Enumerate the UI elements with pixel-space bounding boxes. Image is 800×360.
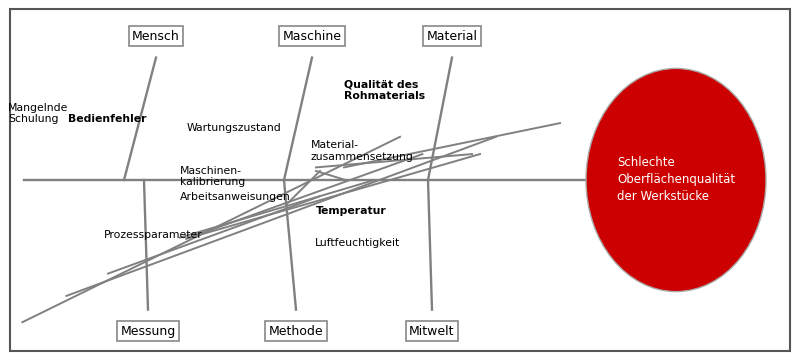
- Text: Mangelnde
Schulung: Mangelnde Schulung: [8, 103, 68, 124]
- Text: Prozessparameter: Prozessparameter: [104, 230, 202, 240]
- Text: Wartungszustand: Wartungszustand: [186, 123, 281, 133]
- Text: Material: Material: [426, 30, 478, 42]
- Text: Mensch: Mensch: [132, 30, 180, 42]
- Text: Material-
zusammensetzung: Material- zusammensetzung: [310, 140, 414, 162]
- Text: Methode: Methode: [269, 325, 323, 338]
- Text: Maschinen-
kalibrierung: Maschinen- kalibrierung: [180, 166, 246, 187]
- Text: Mitwelt: Mitwelt: [410, 325, 454, 338]
- Text: Temperatur: Temperatur: [316, 206, 386, 216]
- Text: Maschine: Maschine: [282, 30, 342, 42]
- Text: Arbeitsanweisungen: Arbeitsanweisungen: [180, 192, 290, 202]
- Text: Schlechte
Oberflächenqualität
der Werkstücke: Schlechte Oberflächenqualität der Werkst…: [617, 157, 735, 203]
- Text: Messung: Messung: [120, 325, 176, 338]
- Ellipse shape: [586, 68, 766, 292]
- FancyBboxPatch shape: [10, 9, 790, 351]
- Text: Luftfeuchtigkeit: Luftfeuchtigkeit: [314, 238, 400, 248]
- Text: Qualität des
Rohmaterials: Qualität des Rohmaterials: [344, 79, 425, 101]
- Text: Bedienfehler: Bedienfehler: [68, 114, 146, 124]
